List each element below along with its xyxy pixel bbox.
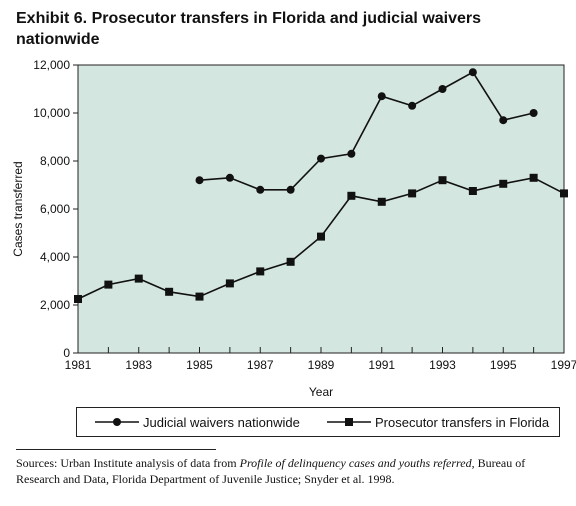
y-tick-label: 4,000 <box>40 250 70 264</box>
y-tick-label: 2,000 <box>40 298 70 312</box>
data-point-0 <box>499 116 508 125</box>
y-tick-label: 10,000 <box>33 106 70 120</box>
source-publication-title: Profile of delinquency cases and youths … <box>239 456 472 470</box>
y-axis-label: Cases transferred <box>11 161 25 256</box>
legend-item-prosecutor-transfers: Prosecutor transfers in Florida <box>327 408 549 436</box>
x-tick-label: 1995 <box>490 358 517 372</box>
legend-item-judicial-waivers: Judicial waivers nationwide <box>95 408 300 436</box>
data-point-1 <box>468 187 477 195</box>
y-tick-label: 6,000 <box>40 202 70 216</box>
source-suffix: , Bureau of Research and Data, Florida D… <box>16 456 526 486</box>
legend: Judicial waivers nationwide Prosecutor t… <box>76 407 560 437</box>
x-tick-label: 1997 <box>551 358 576 372</box>
data-point-1 <box>377 197 386 206</box>
source-divider <box>16 449 216 450</box>
data-point-1 <box>347 191 356 200</box>
x-tick-label: 1985 <box>186 358 213 372</box>
data-point-1 <box>499 179 508 188</box>
data-point-1 <box>408 189 417 198</box>
y-tick-label: 8,000 <box>40 154 70 168</box>
data-point-1 <box>195 292 204 301</box>
series-line-0 <box>199 71 534 191</box>
x-tick-label: 1981 <box>65 358 92 372</box>
data-point-0 <box>195 176 204 185</box>
data-point-1 <box>317 232 325 241</box>
x-tick-label: 1993 <box>429 358 456 372</box>
data-point-0 <box>529 109 538 117</box>
source-prefix: Sources: Urban Institute analysis of dat… <box>16 456 240 470</box>
data-point-1 <box>529 173 538 182</box>
legend-label-prosecutor-transfers: Prosecutor transfers in Florida <box>375 414 550 430</box>
y-tick-label: 0 <box>63 346 70 360</box>
data-point-1 <box>165 287 174 296</box>
x-tick-label: 1987 <box>247 358 274 372</box>
square-marker-icon <box>327 418 371 426</box>
line-chart: 0 2,000 4,000 6,000 8,000 10,000 12,000 1981 198… <box>11 58 576 399</box>
data-point-1 <box>560 189 568 198</box>
data-point-0 <box>438 85 447 93</box>
x-tick-label: 1991 <box>368 358 395 372</box>
data-point-1 <box>74 295 82 303</box>
data-point-0 <box>225 173 234 182</box>
data-point-0 <box>286 185 295 194</box>
data-point-1 <box>256 267 265 276</box>
source-note: Sources: Urban Institute analysis of dat… <box>16 455 561 487</box>
x-tick-label: 1989 <box>308 358 335 372</box>
x-axis-label: Year <box>309 385 333 399</box>
data-point-0 <box>347 149 356 158</box>
data-point-0 <box>317 154 325 163</box>
circle-marker-icon <box>95 418 139 426</box>
legend-label-judicial-waivers: Judicial waivers nationwide <box>143 414 300 430</box>
data-point-1 <box>438 176 447 185</box>
data-point-1 <box>225 279 234 288</box>
data-point-1 <box>134 274 143 283</box>
chart-title: Exhibit 6. Prosecutor transfers in Flori… <box>16 10 482 48</box>
data-point-0 <box>256 185 265 194</box>
data-point-1 <box>104 280 113 289</box>
plot-area <box>77 64 565 354</box>
data-point-1 <box>286 257 295 266</box>
y-tick-label: 12,000 <box>33 58 70 72</box>
data-point-0 <box>468 68 477 77</box>
data-point-0 <box>377 92 386 101</box>
data-point-0 <box>408 101 417 110</box>
x-tick-label: 1983 <box>125 358 152 372</box>
